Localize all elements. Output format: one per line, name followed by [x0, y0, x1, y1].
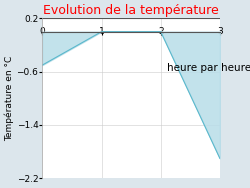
Title: Evolution de la température: Evolution de la température	[43, 4, 219, 17]
Y-axis label: Température en °C: Température en °C	[4, 56, 14, 141]
Text: heure par heure: heure par heure	[167, 63, 250, 73]
